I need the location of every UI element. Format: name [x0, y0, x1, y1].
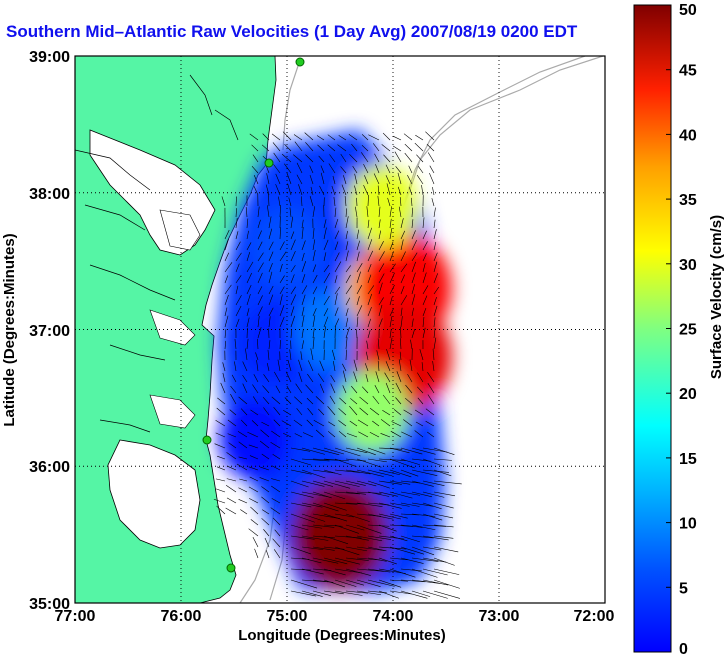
velocity-region [335, 370, 408, 453]
colorbar-tick-label: 30 [679, 257, 697, 274]
radar-sites [202, 57, 305, 573]
chart-title: Southern Mid–Atlantic Raw Velocities (1 … [6, 22, 578, 41]
colorbar-tick-label: 5 [679, 580, 688, 597]
colorbar-ticks: 0 5 10 15 20 25 30 35 40 45 50 [666, 2, 697, 658]
colorbar-tick-label: 20 [679, 386, 697, 403]
velocity-region [292, 479, 388, 590]
axes-frame [74, 55, 606, 604]
x-tick-label: 76:00 [161, 608, 202, 625]
x-tick-label: 75:00 [267, 608, 308, 625]
colorbar-tick-label: 0 [679, 641, 688, 658]
velocity-region [346, 165, 419, 248]
x-axis: 77:00 76:00 75:00 74:00 73:00 72:00 [55, 608, 615, 625]
colorbar-tick-label: 50 [679, 2, 697, 19]
x-tick-label: 72:00 [574, 608, 615, 625]
colorbar-tick-label: 25 [679, 322, 697, 339]
grid-lines [75, 56, 605, 603]
colorbar-gradient [633, 4, 672, 653]
x-tick-label: 77:00 [55, 608, 96, 625]
velocity-vectors [213, 131, 462, 599]
radar-site-marker [264, 158, 274, 168]
y-axis-label: Latitude (Degrees:Minutes) [1, 233, 18, 426]
colorbar-tick-label: 10 [679, 516, 697, 533]
pamlico-sound [107, 439, 201, 549]
y-tick-label: 35:00 [29, 596, 70, 613]
radar-site-marker [202, 435, 212, 445]
x-axis-label: Longitude (Degrees:Minutes) [238, 627, 446, 644]
x-tick-label: 74:00 [373, 608, 414, 625]
colorbar-tick-label: 15 [679, 451, 697, 468]
radar-site-marker [226, 563, 236, 573]
x-tick-label: 73:00 [479, 608, 520, 625]
y-tick-label: 37:00 [29, 323, 70, 340]
y-tick-label: 39:00 [29, 49, 70, 66]
radar-site-marker [295, 57, 305, 67]
colorbar-label: Surface Velocity (cm/s) [708, 215, 724, 379]
colorbar-tick-label: 45 [679, 63, 697, 80]
y-tick-label: 38:00 [29, 186, 70, 203]
colorbar-tick-label: 35 [679, 192, 697, 209]
y-axis: 39:00 38:00 37:00 36:00 35:00 [29, 49, 70, 613]
velocity-region [219, 397, 292, 481]
y-tick-label: 36:00 [29, 459, 70, 476]
colorbar-tick-label: 40 [679, 127, 697, 144]
